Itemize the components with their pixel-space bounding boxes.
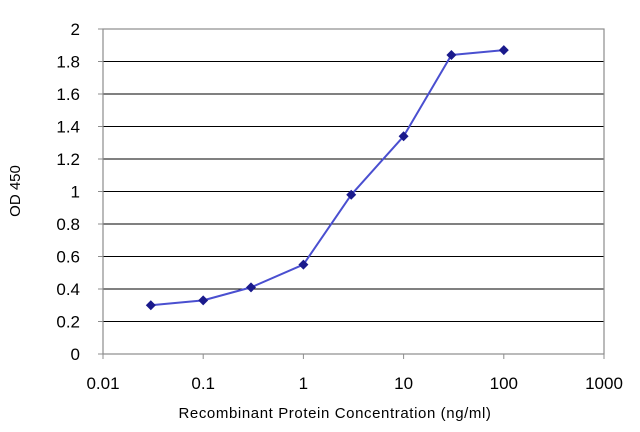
- x-axis-title: Recombinant Protein Concentration (ng/ml…: [178, 405, 491, 422]
- x-tick-label: 100: [490, 374, 518, 393]
- y-tick-label: 2: [71, 20, 80, 39]
- data-point: [298, 259, 309, 270]
- y-tick-label: 0.6: [56, 248, 80, 267]
- x-axis-ticks: 0.01 0.1 1 10 100 1000: [86, 354, 623, 393]
- y-tick-label: 1.6: [56, 85, 80, 104]
- y-tick-label: 1.8: [56, 53, 80, 72]
- y-tick-label: 0.4: [56, 280, 80, 299]
- y-tick-label: 1: [71, 183, 80, 202]
- x-tick-label: 1: [299, 374, 308, 393]
- data-point: [398, 131, 409, 142]
- x-tick-label: 1000: [585, 374, 623, 393]
- data-series: [145, 45, 509, 311]
- data-point: [346, 189, 357, 200]
- y-tick-label: 0.2: [56, 313, 80, 332]
- data-point: [198, 295, 209, 306]
- y-tick-label: 0.8: [56, 215, 80, 234]
- x-tick-label: 10: [394, 374, 413, 393]
- y-axis-title: OD 450: [7, 165, 24, 217]
- y-tick-label: 1.4: [56, 118, 80, 137]
- data-point: [446, 50, 457, 60]
- x-tick-label: 0.01: [86, 374, 119, 393]
- data-point: [246, 282, 257, 293]
- series-line: [150, 49, 504, 307]
- y-tick-label: 1.2: [56, 150, 80, 169]
- y-axis-ticks: 0 0.2 0.4 0.6 0.8 1 1.2 1.4 1.6 1.8 2: [56, 20, 103, 364]
- data-point: [498, 45, 509, 56]
- x-tick-label: 0.1: [191, 374, 215, 393]
- data-point: [145, 300, 156, 311]
- y-tick-label: 0: [71, 345, 80, 364]
